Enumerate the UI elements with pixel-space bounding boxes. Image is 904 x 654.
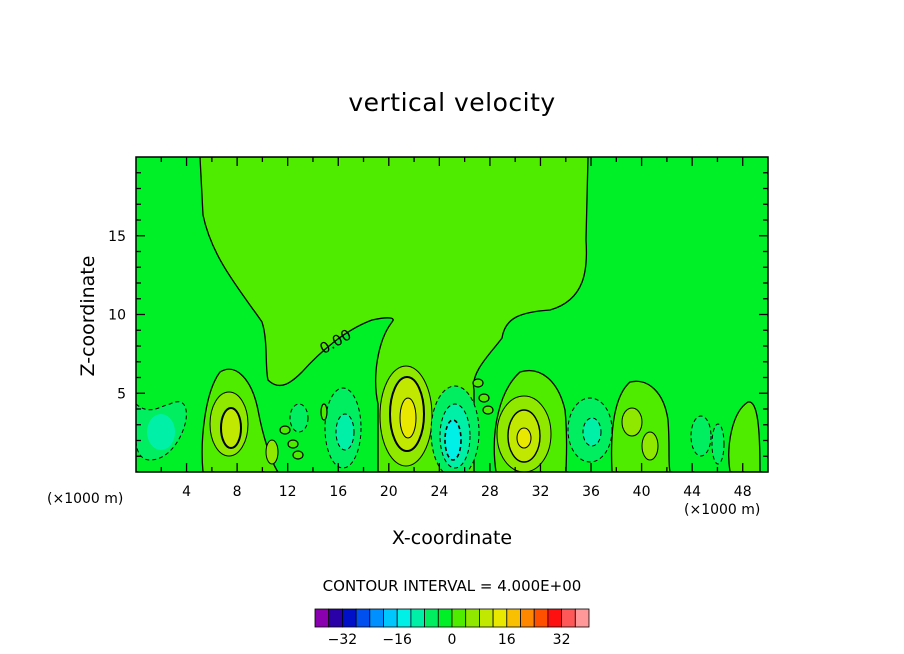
- contour-fill-down-e: [690, 415, 712, 457]
- y-tick-label: 5: [117, 386, 126, 402]
- contour-fill-down3-b: [444, 419, 462, 461]
- colorbar-tick-label: 0: [448, 632, 457, 648]
- x-tick-label: 40: [633, 484, 651, 500]
- colorbar-swatch: [437, 608, 453, 628]
- colorbar: −32 −16 0 16 32: [314, 608, 590, 648]
- contour-fill-level2-d: [621, 407, 643, 437]
- contour-fill-down-g: [147, 414, 175, 450]
- x-tick-label: 24: [430, 484, 448, 500]
- colorbar-swatch: [314, 608, 330, 628]
- contour-fill-down2-c: [582, 417, 602, 447]
- colorbar-swatch: [355, 608, 371, 628]
- contour-small-2: [287, 439, 299, 449]
- contour-small-3: [292, 450, 304, 460]
- colorbar-swatch: [424, 608, 439, 628]
- contour-field: [136, 157, 768, 472]
- colorbar-tick-label: 32: [553, 632, 571, 648]
- colorbar-swatch: [561, 608, 576, 628]
- x-tick-label: 28: [481, 484, 499, 500]
- colorbar-swatch: [520, 608, 535, 628]
- x-tick-label: 16: [329, 484, 347, 500]
- contour-small-5: [472, 378, 484, 388]
- contour-fill-level2-e: [641, 431, 659, 461]
- colorbar-tick-label: −16: [382, 632, 412, 648]
- y-tick-label: 10: [108, 308, 126, 324]
- contour-fill-upper-dome: [199, 157, 589, 472]
- contour-small-1: [279, 425, 291, 435]
- contour-fill-level4-b: [399, 397, 417, 439]
- colorbar-swatch: [506, 608, 521, 628]
- contour-fill-level4-c: [516, 427, 532, 449]
- contour-fill-level3-a: [220, 407, 242, 449]
- colorbar-tick-label: −32: [328, 632, 358, 648]
- colorbar-swatch: [341, 608, 357, 628]
- contour-fill-down2-a: [335, 413, 355, 451]
- x-tick-label: 36: [582, 484, 600, 500]
- colorbar-tick-label: 16: [498, 632, 516, 648]
- colorbar-swatch: [465, 608, 480, 628]
- x-tick-label: 12: [279, 484, 297, 500]
- x-tick-label: 20: [380, 484, 398, 500]
- contour-small-4: [320, 403, 328, 421]
- contour-small-6: [478, 393, 490, 403]
- x-tick-label: 44: [683, 484, 701, 500]
- colorbar-swatch: [574, 608, 590, 628]
- x-unit-label-left: (×1000 m): [47, 491, 124, 507]
- colorbar-swatch: [410, 608, 425, 628]
- colorbar-swatch: [533, 608, 549, 628]
- colorbar-swatch: [328, 608, 343, 628]
- colorbar-swatch: [396, 608, 412, 628]
- x-unit-label-right: (×1000 m): [684, 502, 761, 518]
- colorbar-swatch: [369, 608, 384, 628]
- contour-interval-label: CONTOUR INTERVAL = 4.000E+00: [322, 577, 582, 595]
- colorbar-swatch: [383, 608, 398, 628]
- x-tick-label: 32: [532, 484, 550, 500]
- contour-fill-level2-f: [265, 439, 279, 465]
- chart-title: vertical velocity: [348, 88, 556, 117]
- contour-fill-right-cell-3: [728, 401, 761, 472]
- x-axis-label: X-coordinate: [391, 527, 513, 549]
- contour-small-7: [482, 405, 494, 415]
- colorbar-swatch: [492, 608, 508, 628]
- colorbar-swatch: [478, 608, 494, 628]
- x-tick-label: 8: [233, 484, 242, 500]
- contour-fill-down-f: [711, 423, 725, 465]
- y-tick-label: 15: [108, 229, 126, 245]
- x-tick-label: 4: [182, 484, 191, 500]
- colorbar-swatch: [451, 608, 467, 628]
- x-tick-label: 48: [734, 484, 752, 500]
- contour-fill-down-d: [289, 403, 309, 433]
- colorbar-swatch: [547, 608, 563, 628]
